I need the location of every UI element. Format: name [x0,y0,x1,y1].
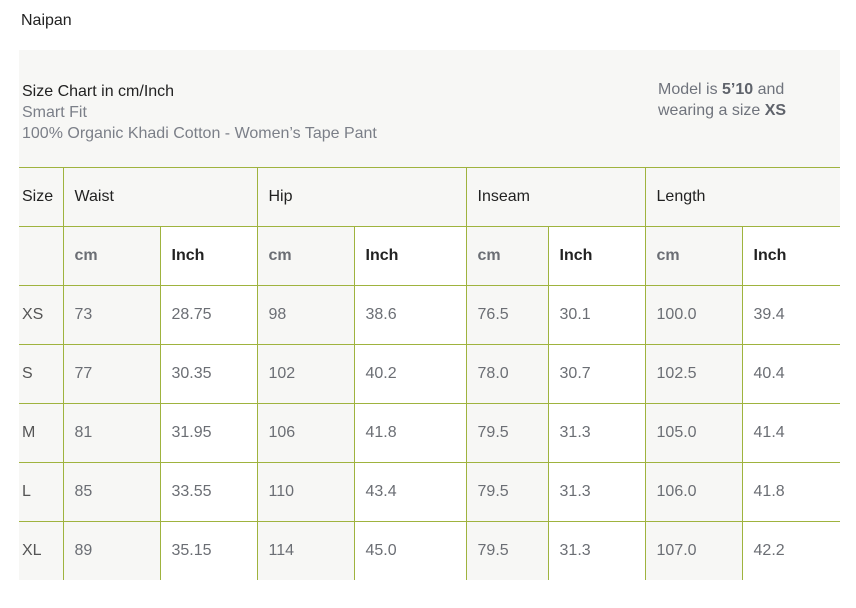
measurement-cell: 105.0 [644,403,743,463]
measurement-cell: 78.0 [465,344,549,404]
chart-title: Size Chart in cm/Inch [22,83,175,100]
unit-cm: cm [62,226,160,286]
empty-cell [19,226,63,286]
measurement-cell: 102 [256,344,354,404]
unit-inch: Inch [741,226,841,286]
table-row: L 85 33.55 110 43.4 79.5 31.3 106.0 41.8 [19,462,841,522]
size-cell: XL [19,521,63,580]
measurement-cell: 40.4 [741,344,841,404]
group-header-length: Length [644,167,841,227]
measurement-cell: 42.2 [741,521,841,580]
measurement-cell: 30.1 [547,285,646,345]
size-cell: L [19,462,63,522]
product-name: 100% Organic Khadi Cotton - Women’s Tape… [22,125,377,142]
size-header: Size [19,167,63,227]
measurement-cell: 81 [62,403,160,463]
measurement-cell: 85 [62,462,160,522]
measurement-cell: 76.5 [465,285,549,345]
measurement-cell: 77 [62,344,160,404]
header-row: Size Waist Hip Inseam Length [19,167,841,227]
measurement-cell: 31.95 [159,403,257,463]
measurement-cell: 41.8 [353,403,467,463]
group-header-inseam: Inseam [465,167,646,227]
measurement-cell: 106.0 [644,462,743,522]
measurement-cell: 100.0 [644,285,743,345]
unit-cm: cm [256,226,354,286]
group-header-waist: Waist [62,167,257,227]
table-row: S 77 30.35 102 40.2 78.0 30.7 102.5 40.4 [19,344,841,404]
measurement-cell: 106 [256,403,354,463]
unit-cm: cm [644,226,743,286]
measurement-cell: 79.5 [465,521,549,580]
measurement-cell: 31.3 [547,521,646,580]
measurement-cell: 33.55 [159,462,257,522]
unit-inch: Inch [353,226,467,286]
size-cell: M [19,403,63,463]
measurement-cell: 107.0 [644,521,743,580]
measurement-cell: 41.4 [741,403,841,463]
measurement-cell: 43.4 [353,462,467,522]
model-size: XS [764,102,787,119]
measurement-cell: 28.75 [159,285,257,345]
unit-inch: Inch [159,226,257,286]
measurement-cell: 73 [62,285,160,345]
measurement-cell: 31.3 [547,403,646,463]
measurement-cell: 38.6 [353,285,467,345]
group-header-hip: Hip [256,167,467,227]
model-height: 5’10 [722,81,754,98]
size-cell: S [19,344,63,404]
measurement-cell: 98 [256,285,354,345]
measurement-cell: 89 [62,521,160,580]
unit-cm: cm [465,226,549,286]
size-cell: XS [19,285,63,345]
table-row: XL 89 35.15 114 45.0 79.5 31.3 107.0 42.2 [19,521,841,580]
measurement-cell: 110 [256,462,354,522]
brand-name: Naipan [21,12,72,29]
table-row: M 81 31.95 106 41.8 79.5 31.3 105.0 41.4 [19,403,841,463]
measurement-cell: 39.4 [741,285,841,345]
unit-inch: Inch [547,226,646,286]
measurement-cell: 31.3 [547,462,646,522]
measurement-cell: 35.15 [159,521,257,580]
measurement-cell: 45.0 [353,521,467,580]
fit-label: Smart Fit [22,104,87,121]
measurement-cell: 30.7 [547,344,646,404]
measurement-cell: 114 [256,521,354,580]
size-table: Size Waist Hip Inseam Length cm Inch cm Inc… [19,167,841,580]
measurement-cell: 30.35 [159,344,257,404]
measurement-cell: 41.8 [741,462,841,522]
table-row: XS 73 28.75 98 38.6 76.5 30.1 100.0 39.4 [19,285,841,345]
size-chart-header: Size Chart in cm/Inch Smart Fit 100% Org… [19,50,840,168]
measurement-cell: 79.5 [465,403,549,463]
unit-row: cm Inch cm Inch cm Inch cm Inch [19,226,841,286]
measurement-cell: 79.5 [465,462,549,522]
measurement-cell: 102.5 [644,344,743,404]
measurement-cell: 40.2 [353,344,467,404]
model-info: Model is 5’10 and wearing a size XS [658,81,787,119]
